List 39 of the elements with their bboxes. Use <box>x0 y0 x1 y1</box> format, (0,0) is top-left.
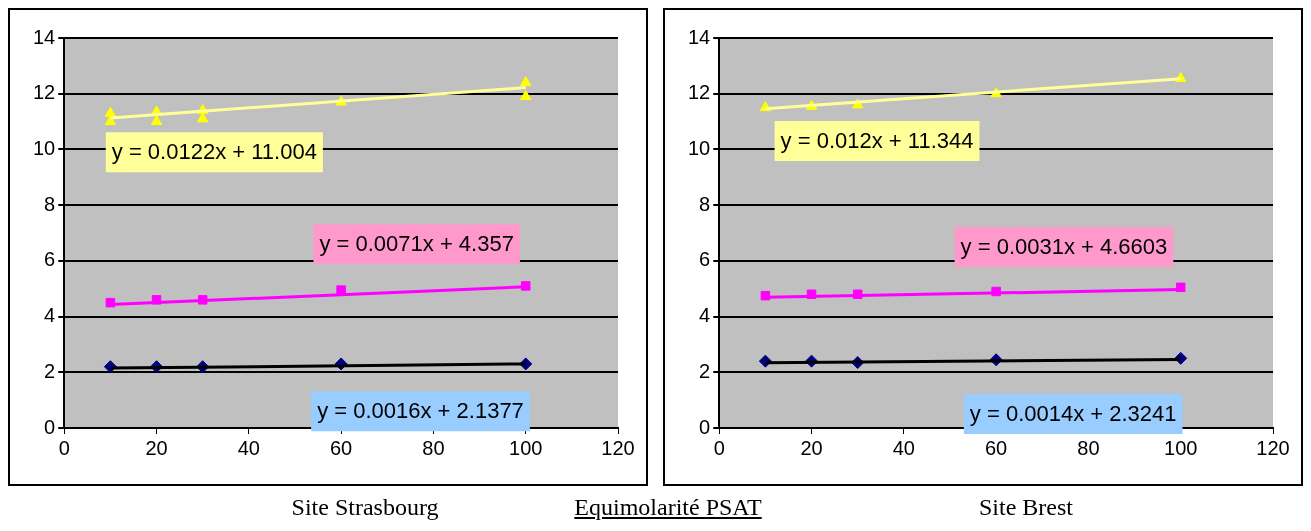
y-tick-label: 2 <box>44 359 56 382</box>
y-tick-label: 12 <box>33 81 56 104</box>
series-label: y = 0.0071x + 4.357 <box>319 231 514 257</box>
y-tick-label: 10 <box>33 136 56 159</box>
x-tick-label: 40 <box>237 436 260 459</box>
y-tick-label: 4 <box>699 304 711 327</box>
x-tick-label: 60 <box>985 436 1008 459</box>
x-tick-label: 120 <box>1256 436 1290 459</box>
series-label: y = 0.0016x + 2.1377 <box>317 398 524 424</box>
y-tick-label: 6 <box>44 248 56 271</box>
x-tick-label: 100 <box>1164 436 1198 459</box>
x-tick-label: 40 <box>892 436 915 459</box>
y-tick-label: 14 <box>33 25 56 48</box>
text: Equimolarité PSAT <box>574 494 762 521</box>
x-tick-label: 60 <box>330 436 353 459</box>
text: Site Strasbourg <box>291 494 439 521</box>
x-tick-label: 80 <box>422 436 445 459</box>
y-tick-label: 8 <box>44 192 56 215</box>
x-tick-label: 0 <box>58 436 70 459</box>
x-tick-label: 0 <box>713 436 725 459</box>
y-tick-label: 10 <box>688 136 711 159</box>
y-tick-label: 12 <box>688 81 711 104</box>
series-label: y = 0.0031x + 4.6603 <box>960 233 1168 259</box>
y-tick-label: 6 <box>699 248 711 271</box>
x-tick-label: 20 <box>800 436 823 459</box>
series-label: y = 0.0014x + 2.3241 <box>969 401 1177 427</box>
y-tick-label: 0 <box>44 415 56 438</box>
y-tick-label: 0 <box>699 415 711 438</box>
y-tick-label: 4 <box>44 304 56 327</box>
y-tick-label: 2 <box>699 359 711 382</box>
text: Site Brest <box>979 494 1073 521</box>
x-tick-label: 120 <box>601 436 635 459</box>
series-label: y = 0.012x + 11.344 <box>780 128 974 154</box>
x-tick-label: 20 <box>145 436 168 459</box>
y-tick-label: 8 <box>699 192 711 215</box>
x-tick-label: 100 <box>509 436 543 459</box>
series-label: y = 0.0122x + 11.004 <box>111 139 317 165</box>
y-tick-label: 14 <box>688 25 711 48</box>
x-tick-label: 80 <box>1077 436 1100 459</box>
